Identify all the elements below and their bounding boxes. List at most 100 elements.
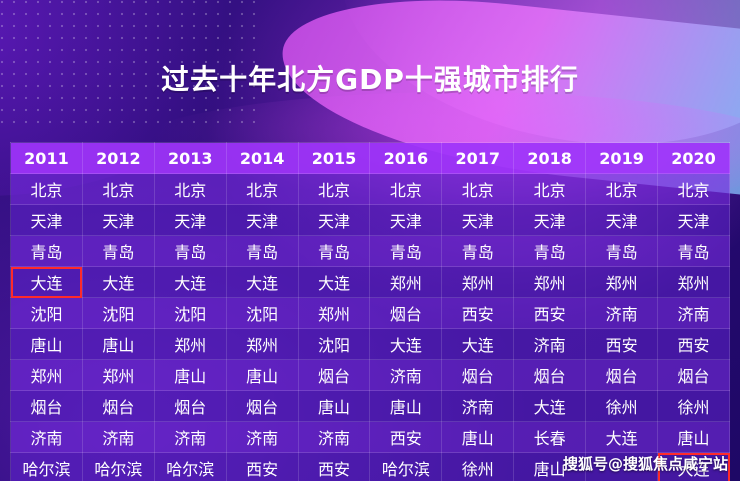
table-cell: 西安 (657, 328, 730, 360)
table-cell: 徐州 (585, 390, 659, 422)
table-cell: 唐山 (657, 421, 730, 453)
table-cell: 郑州 (81, 359, 155, 391)
table-cell: 唐山 (225, 359, 299, 391)
table-cell: 西安 (585, 328, 659, 360)
table-cell: 烟台 (441, 359, 515, 391)
table-row: 济南 济南 济南 济南 济南 西安 唐山 长春 大连 唐山 (10, 421, 730, 453)
table-cell: 北京 (369, 173, 443, 205)
table-cell: 济南 (81, 421, 155, 453)
table-row: 哈尔滨 哈尔滨 哈尔滨 西安 西安 哈尔滨 徐州 唐山 大连 (10, 452, 730, 481)
table-cell: 唐山 (297, 390, 371, 422)
table-cell: 烟台 (10, 390, 83, 422)
year-header-2011: 2011 (10, 142, 83, 174)
table-cell: 大连 (513, 390, 587, 422)
table-cell: 济南 (657, 297, 730, 329)
table-cell: 唐山 (441, 421, 515, 453)
table-header: 2011 2012 2013 2014 2015 2016 2017 2018 … (10, 142, 730, 174)
table-cell: 天津 (153, 204, 227, 236)
table-cell: 郑州 (10, 359, 83, 391)
table-cell: 大连 (81, 266, 155, 298)
table-cell: 徐州 (657, 390, 730, 422)
year-header-2013: 2013 (153, 142, 227, 174)
table-cell: 天津 (513, 204, 587, 236)
table-cell: 北京 (153, 173, 227, 205)
table-cell: 徐州 (441, 452, 515, 481)
table-cell: 天津 (585, 204, 659, 236)
table-cell: 青岛 (369, 235, 443, 267)
table-cell: 青岛 (513, 235, 587, 267)
table-cell (585, 452, 659, 481)
table-cell: 大连 (153, 266, 227, 298)
table-cell: 哈尔滨 (369, 452, 443, 481)
table-cell: 烟台 (81, 390, 155, 422)
table-cell: 北京 (10, 173, 83, 205)
table-cell: 北京 (441, 173, 515, 205)
table-row: 烟台 烟台 烟台 烟台 唐山 唐山 济南 大连 徐州 徐州 (10, 390, 730, 422)
table-cell: 济南 (10, 421, 83, 453)
ranking-table-container: 2011 2012 2013 2014 2015 2016 2017 2018 … (10, 142, 730, 481)
table-cell: 哈尔滨 (81, 452, 155, 481)
page-title: 过去十年北方GDP十强城市排行 (161, 63, 579, 96)
table-cell: 济南 (297, 421, 371, 453)
table-cell: 烟台 (225, 390, 299, 422)
table-cell: 天津 (225, 204, 299, 236)
table-cell: 沈阳 (81, 297, 155, 329)
year-header-2014: 2014 (225, 142, 299, 174)
table-cell: 烟台 (513, 359, 587, 391)
table-row: 青岛 青岛 青岛 青岛 青岛 青岛 青岛 青岛 青岛 青岛 (10, 235, 730, 267)
year-header-2016: 2016 (369, 142, 443, 174)
table-cell: 烟台 (153, 390, 227, 422)
table-cell: 济南 (153, 421, 227, 453)
table-cell: 天津 (81, 204, 155, 236)
table-cell: 沈阳 (225, 297, 299, 329)
table-cell: 烟台 (657, 359, 730, 391)
table-cell: 烟台 (297, 359, 371, 391)
table-cell: 唐山 (369, 390, 443, 422)
table-cell: 北京 (225, 173, 299, 205)
table-cell: 青岛 (657, 235, 730, 267)
table-row: 北京 北京 北京 北京 北京 北京 北京 北京 北京 北京 (10, 173, 730, 205)
table-cell: 烟台 (369, 297, 443, 329)
table-row: 天津 天津 天津 天津 天津 天津 天津 天津 天津 天津 (10, 204, 730, 236)
table-cell: 青岛 (10, 235, 83, 267)
table-cell: 烟台 (585, 359, 659, 391)
table-cell: 哈尔滨 (153, 452, 227, 481)
table-cell: 长春 (513, 421, 587, 453)
table-cell: 天津 (297, 204, 371, 236)
table-cell: 北京 (585, 173, 659, 205)
table-row: 沈阳 沈阳 沈阳 沈阳 郑州 烟台 西安 西安 济南 济南 (10, 297, 730, 329)
table-cell: 郑州 (153, 328, 227, 360)
table-cell: 唐山 (513, 452, 587, 481)
table-cell: 大连 (441, 328, 515, 360)
year-header-2019: 2019 (585, 142, 659, 174)
table-cell: 西安 (297, 452, 371, 481)
table-body: 北京 北京 北京 北京 北京 北京 北京 北京 北京 北京 天津 天津 天津 天… (10, 173, 730, 481)
table-cell: 郑州 (585, 266, 659, 298)
table-cell: 郑州 (513, 266, 587, 298)
table-cell: 西安 (369, 421, 443, 453)
table-cell: 沈阳 (10, 297, 83, 329)
table-cell: 济南 (225, 421, 299, 453)
table-cell: 天津 (10, 204, 83, 236)
table-cell: 郑州 (225, 328, 299, 360)
table-row: 大连 大连 大连 大连 大连 郑州 郑州 郑州 郑州 郑州 (10, 266, 730, 298)
table-cell: 大连 (585, 421, 659, 453)
highlighted-cell: 大连 (657, 452, 730, 481)
table-cell: 西安 (513, 297, 587, 329)
table-cell: 青岛 (297, 235, 371, 267)
table-cell: 济南 (441, 390, 515, 422)
table-cell: 唐山 (81, 328, 155, 360)
table-cell: 唐山 (10, 328, 83, 360)
table-cell: 西安 (225, 452, 299, 481)
table-cell: 沈阳 (297, 328, 371, 360)
table-cell: 郑州 (441, 266, 515, 298)
year-header-2017: 2017 (441, 142, 515, 174)
table-cell: 郑州 (657, 266, 730, 298)
table-cell: 青岛 (585, 235, 659, 267)
header-row: 2011 2012 2013 2014 2015 2016 2017 2018 … (10, 142, 730, 174)
table-cell: 青岛 (441, 235, 515, 267)
table-cell: 青岛 (225, 235, 299, 267)
table-cell: 大连 (297, 266, 371, 298)
table-cell: 济南 (369, 359, 443, 391)
table-cell: 青岛 (153, 235, 227, 267)
